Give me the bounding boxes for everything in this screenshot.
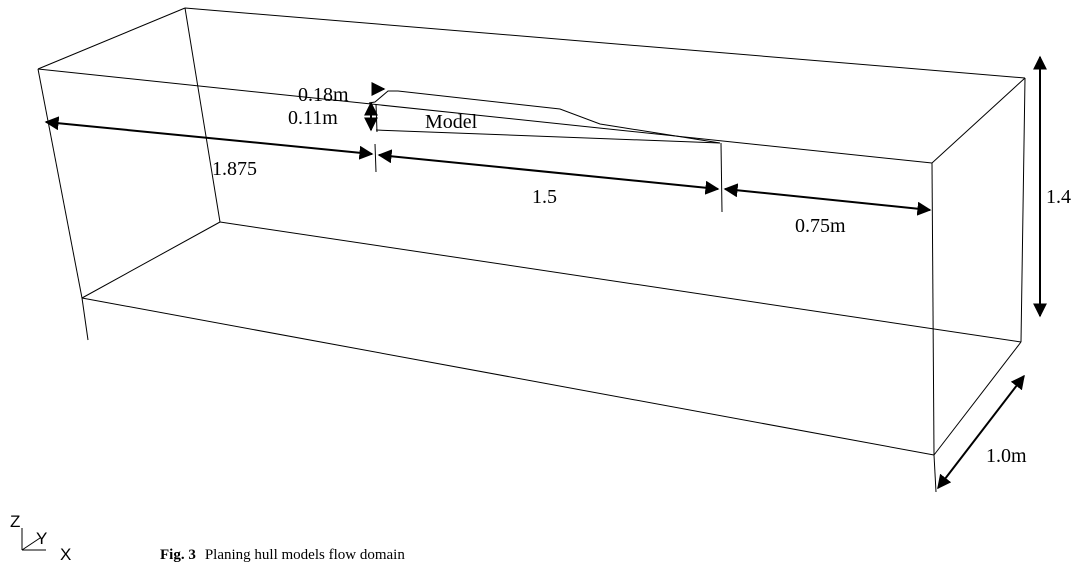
dim-downstream-arrow (723, 183, 932, 216)
dim-model-arrow (377, 149, 720, 195)
box-top-left-edge (37, 7, 186, 70)
box-back-right-edge (1020, 77, 1026, 343)
label-width: 1.0m (986, 445, 1027, 467)
axis-indicator: Z Y X (10, 512, 71, 562)
label-length-upstream: 1.875 (212, 158, 257, 180)
box-right-extension (933, 454, 937, 493)
box-front-left-edge (37, 68, 83, 299)
box-top-back-edge (184, 7, 1026, 79)
box-back-left-edge (184, 7, 221, 223)
figure-caption: Fig. 3 Planing hull models flow domain (160, 546, 405, 562)
dim-model-tick (720, 142, 723, 213)
box-left-extension (81, 297, 89, 341)
label-length-model: 1.5 (532, 186, 557, 208)
domain-box (37, 7, 1026, 493)
label-model: Model (425, 111, 478, 133)
box-top-front-edge (37, 68, 933, 164)
caption-label: Fig. 3 (160, 547, 196, 562)
caption-text: Planing hull models flow domain (205, 547, 405, 562)
axis-y-line (21, 537, 41, 551)
dim-width (937, 374, 1025, 490)
axis-y-label: Y (36, 529, 47, 548)
dim-model (377, 142, 723, 213)
dim-hull-heights (364, 82, 386, 132)
dim-width-arrow (937, 374, 1025, 490)
hull-waterline (375, 129, 721, 144)
axis-z-label: Z (10, 512, 20, 531)
label-height-018: 0.18m (298, 84, 349, 106)
box-bottom-front-edge (81, 297, 935, 456)
label-length-downstream: 0.75m (795, 215, 846, 237)
dim-downstream (723, 183, 932, 216)
hull-ref-tick (375, 103, 378, 133)
axis-x-label: X (60, 545, 71, 562)
dim-upstream (44, 116, 377, 173)
box-front-right-edge (931, 162, 935, 456)
label-height-011: 0.11m (288, 107, 338, 129)
box-bottom-left-edge (81, 221, 221, 299)
box-top-right-edge (931, 77, 1026, 164)
label-depth: 1.4 (1046, 186, 1071, 208)
dim-upstream-arrow (44, 116, 374, 160)
dim-upstream-tick (374, 143, 377, 173)
box-bottom-back-edge (219, 221, 1022, 343)
